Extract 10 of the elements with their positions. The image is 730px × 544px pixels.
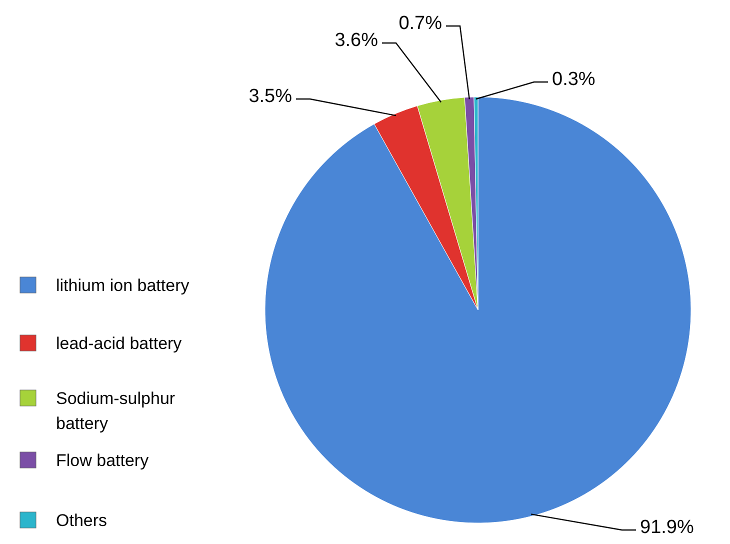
legend-label: Others xyxy=(56,511,108,530)
legend-label: lithium ion battery xyxy=(56,276,190,295)
data-label: 0.3% xyxy=(552,69,596,90)
data-label: 3.5% xyxy=(248,86,292,107)
data-label: 0.7% xyxy=(398,13,442,34)
data-label: 3.6% xyxy=(334,30,378,51)
data-label: 91.9% xyxy=(640,517,694,538)
legend-label: lead-acid battery xyxy=(56,334,182,353)
legend-label: Flow battery xyxy=(56,451,150,470)
legend-label: Sodium-sulphur battery xyxy=(56,389,176,433)
